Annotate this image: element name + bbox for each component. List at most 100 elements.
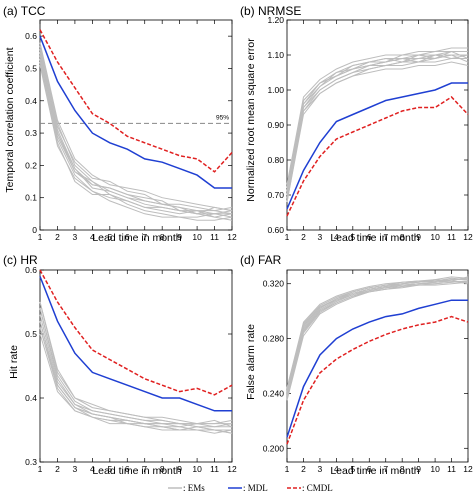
ems-line-far-10: [286, 280, 469, 393]
x-tick-label: 7: [142, 464, 147, 474]
x-tick-label: 9: [177, 232, 182, 242]
x-tick-label: 7: [383, 464, 388, 474]
x-axis-label-tcc: Lead time in month: [92, 232, 181, 244]
panel-far: (d) FAR 1 2 3 4 5 6 7 8 9 10 11 120.2000.2400.2800.…: [240, 253, 473, 477]
x-tick-label: 2: [301, 232, 306, 242]
x-tick-label: 6: [125, 464, 130, 474]
x-tick-label: 6: [125, 232, 130, 242]
y-tick-label: 0.200: [263, 443, 285, 453]
y-tick-label: 0.320: [263, 279, 285, 289]
x-tick-label: 12: [227, 464, 237, 474]
x-tick-label: 12: [463, 232, 473, 242]
y-tick-label: 0.80: [267, 155, 284, 165]
x-tick-label: 9: [416, 464, 421, 474]
y-tick-label: 1.00: [267, 85, 284, 95]
x-tick-label: 3: [73, 464, 78, 474]
x-tick-label: 11: [447, 232, 456, 242]
y-tick-label: 0.6: [25, 31, 37, 41]
x-tick-label: 12: [463, 464, 473, 474]
ems-line-far-8: [286, 277, 469, 390]
axes-frame-far: [286, 269, 469, 463]
ems-line-hr-1: [39, 308, 232, 431]
mdl-line-hr: [39, 276, 232, 412]
legend: : EMs : MDL : CMDL: [168, 483, 333, 493]
panel-title-hr: (c) HR: [3, 253, 38, 267]
x-tick-label: 5: [350, 464, 355, 474]
x-tick-label: 1: [38, 232, 43, 242]
x-tick-label: 8: [160, 232, 165, 242]
x-tick-label: 4: [90, 232, 95, 242]
ems-line-far-7: [286, 280, 469, 400]
y-tick-label: 1.20: [267, 15, 284, 25]
x-tick-label: 10: [192, 464, 202, 474]
ems-line-far-6: [286, 276, 469, 394]
ems-line-hr-5: [39, 314, 233, 428]
x-tick-label: 6: [367, 464, 372, 474]
x-tick-label: 10: [430, 232, 440, 242]
x-tick-label: 2: [55, 464, 60, 474]
mdl-line-tcc: [39, 35, 232, 189]
panel-title-nrmse: (b) NRMSE: [240, 4, 301, 18]
ems-line-far-5: [286, 280, 469, 398]
ems-line-hr-3: [39, 301, 232, 425]
ems-line-nrmse-2: [286, 54, 468, 189]
y-axis-label-far: False alarm rate: [245, 324, 257, 400]
ems-line-hr-6: [39, 333, 232, 431]
axes-frame-hr: [39, 269, 233, 463]
y-tick-label: 0.60: [267, 225, 284, 235]
ems-line-nrmse-8: [286, 50, 469, 189]
ems-line-tcc-7: [39, 42, 233, 212]
ems-line-tcc-10: [39, 58, 232, 215]
x-tick-label: 8: [400, 464, 405, 474]
x-tick-label: 5: [350, 232, 355, 242]
ems-line-nrmse-1: [286, 58, 468, 196]
ems-line-hr-10: [39, 327, 233, 434]
panel-title-far: (d) FAR: [240, 253, 282, 267]
x-tick-label: 6: [367, 232, 372, 242]
y-tick-label: 0.90: [267, 120, 284, 130]
x-axis-label-far: Lead time in month: [330, 465, 419, 477]
x-tick-label: 1: [285, 464, 290, 474]
x-tick-label: 7: [142, 232, 147, 242]
y-tick-label: 0.5: [25, 63, 37, 73]
y-tick-label: 0.6: [25, 265, 37, 275]
legend-label-cmdl: : CMDL: [302, 483, 333, 493]
x-tick-label: 8: [160, 464, 165, 474]
x-tick-label: 10: [430, 464, 440, 474]
x-axis-label-hr: Lead time in month: [92, 465, 181, 477]
mdl-line-far: [286, 299, 468, 438]
cmdl-line-tcc: [39, 29, 233, 173]
x-tick-label: 8: [400, 232, 405, 242]
y-tick-label: 0.5: [25, 329, 37, 339]
ems-line-tcc-9: [39, 52, 233, 221]
x-tick-label: 4: [90, 464, 95, 474]
ems-line-tcc-8: [39, 65, 233, 221]
y-tick-label: 0.4: [25, 96, 37, 106]
ems-line-far-9: [286, 277, 469, 395]
axes-frame-tcc: [39, 19, 233, 231]
cmdl-line-far: [286, 315, 469, 445]
y-tick-label: 0.3: [25, 128, 37, 138]
x-tick-label: 11: [447, 464, 456, 474]
ems-line-far-2: [286, 279, 468, 391]
ems-line-hr-8: [39, 321, 233, 434]
ems-line-hr-9: [39, 301, 233, 425]
x-tick-label: 4: [334, 232, 339, 242]
threshold-label: 95%: [216, 114, 229, 121]
ems-line-nrmse-7: [286, 54, 469, 196]
x-tick-label: 11: [210, 232, 219, 242]
y-axis-label-hr: Hit rate: [8, 345, 20, 379]
panel-nrmse: (b) NRMSE 1 2 3 4 5 6 7 8 9 10 11 120.600.700.800.9…: [240, 4, 473, 244]
y-tick-label: 0.240: [263, 388, 285, 398]
x-tick-label: 3: [318, 464, 323, 474]
x-tick-label: 12: [227, 232, 237, 242]
x-tick-label: 4: [334, 464, 339, 474]
y-tick-label: 0.4: [25, 393, 37, 403]
ems-line-hr-7: [39, 308, 233, 428]
plot-area-nrmse: 1 2 3 4 5 6 7 8 9 10 11 120.600.700.800.901.001.101…: [267, 15, 473, 242]
panel-hr: (c) HR 1 2 3 4 5 6 7 8 9 10 11 120.30.40.50.6 Lead …: [3, 253, 237, 477]
ems-line-tcc-1: [39, 45, 233, 212]
y-tick-label: 0.3: [25, 457, 37, 467]
